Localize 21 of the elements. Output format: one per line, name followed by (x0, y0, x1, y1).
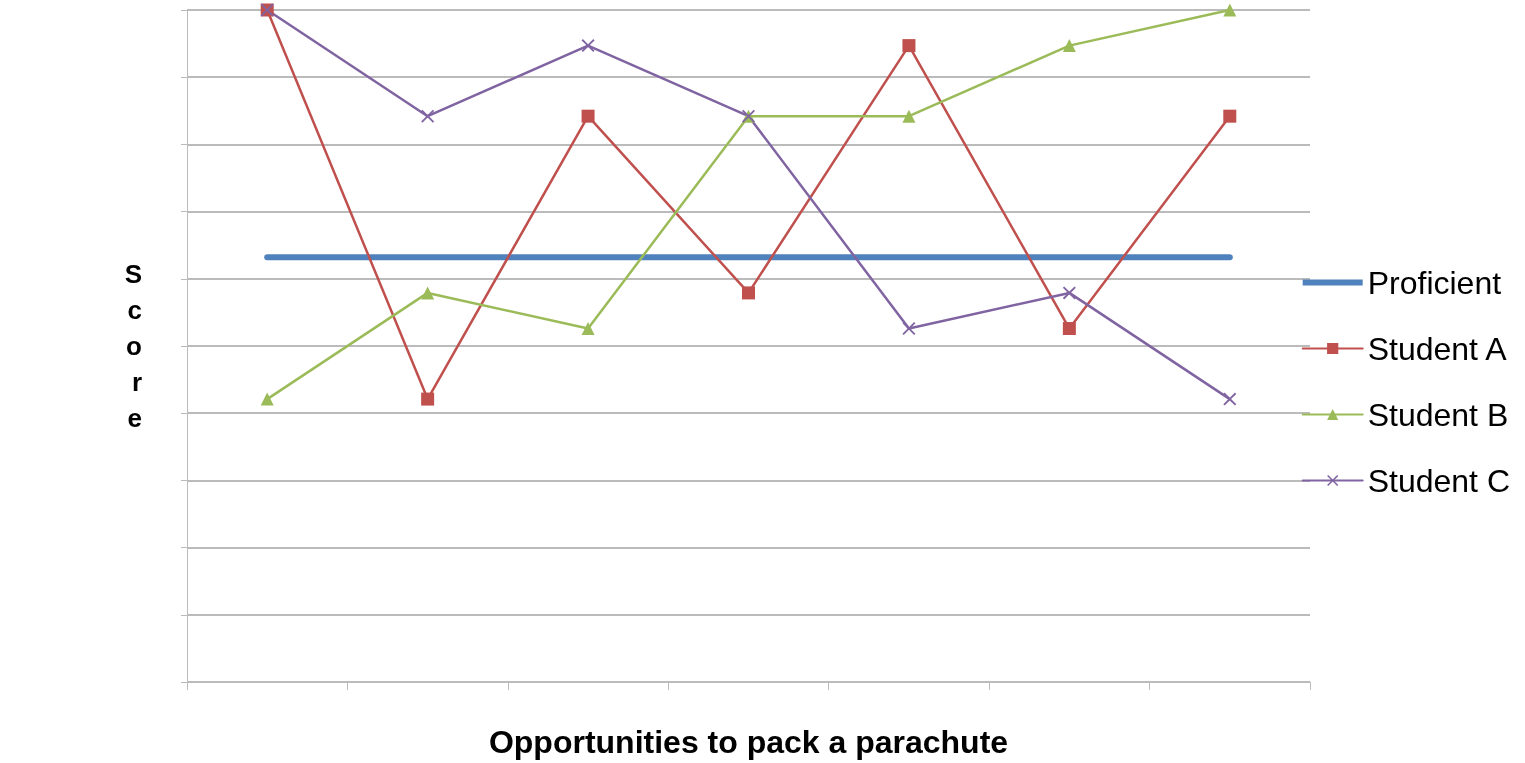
legend-label: Student A (1367, 330, 1508, 367)
x-axis-title: Opportunities to pack a parachute (488, 724, 1009, 760)
point (742, 286, 755, 300)
point (902, 39, 916, 53)
point (1062, 322, 1076, 336)
point (421, 109, 435, 123)
point (581, 322, 595, 336)
legend-label: Proficient (1367, 264, 1502, 301)
point (421, 392, 435, 406)
point (1062, 39, 1076, 53)
point (260, 392, 274, 406)
point (1223, 109, 1237, 123)
legend-label: Student C (1367, 462, 1510, 499)
point (581, 109, 595, 123)
point (1062, 286, 1076, 300)
point (421, 286, 435, 300)
point (1223, 392, 1237, 406)
y-axis-title: Score (124, 259, 142, 433)
point (1223, 3, 1237, 17)
legend-label: Student B (1367, 396, 1509, 433)
point (902, 109, 916, 123)
